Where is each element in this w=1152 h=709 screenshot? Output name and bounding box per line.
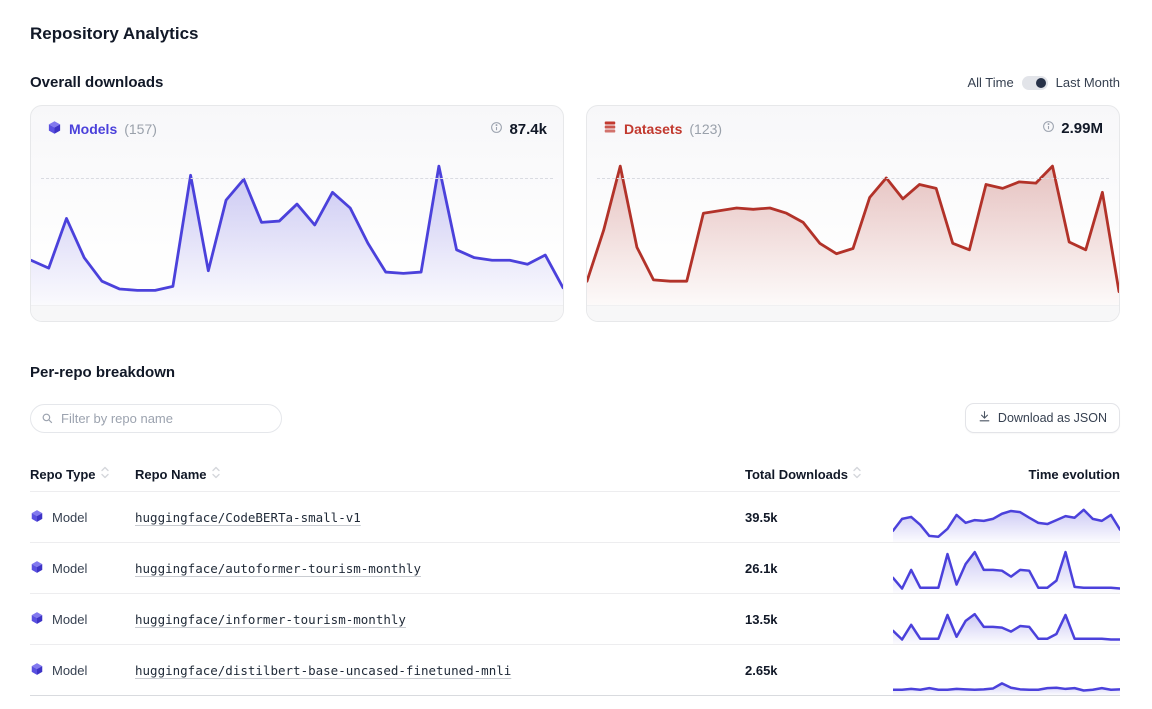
column-header-time-evolution: Time evolution [1029, 467, 1121, 482]
toggle-switch[interactable] [1021, 75, 1048, 90]
repo-name-cell: huggingface/autoformer-tourism-monthly [135, 561, 745, 576]
repo-downloads-value: 39.5k [745, 509, 778, 525]
overall-cards: Models (157) 87.4k Datasets [30, 105, 1120, 322]
models-card-header: Models (157) 87.4k [31, 106, 563, 144]
datasets-card-footer [587, 305, 1119, 321]
repo-type-label: Model [52, 509, 88, 525]
models-card: Models (157) 87.4k [30, 105, 564, 322]
toggle-label-all-time[interactable]: All Time [967, 75, 1014, 90]
repo-sparkline-chart [893, 549, 1120, 593]
models-trend-chart [31, 154, 563, 306]
per-repo-breakdown-heading: Per-repo breakdown [30, 364, 176, 381]
datasets-trend-chart [587, 154, 1119, 306]
repo-sparkline-cell [893, 594, 1120, 644]
repo-name-link[interactable]: huggingface/informer-tourism-monthly [135, 611, 406, 627]
column-header-repo-name[interactable]: Repo Name [135, 466, 745, 482]
repo-downloads-value: 2.65k [745, 662, 778, 678]
repo-downloads-value: 26.1k [745, 560, 778, 576]
models-chart-area [31, 154, 563, 306]
cube-icon [30, 560, 44, 577]
repo-name-cell: huggingface/informer-tourism-monthly [135, 612, 745, 627]
models-chart-gridline [41, 178, 553, 180]
overall-downloads-header: Overall downloads All Time Last Month [30, 74, 1120, 91]
column-header-repo-type[interactable]: Repo Type [30, 466, 135, 482]
repo-name-link[interactable]: huggingface/distilbert-base-uncased-fine… [135, 662, 512, 678]
total-downloads-header-label: Total Downloads [745, 466, 849, 482]
database-stack-icon [603, 120, 617, 137]
repo-type-cell: Model [30, 611, 135, 628]
breakdown-header: Per-repo breakdown [30, 364, 1120, 381]
repo-name-header-label: Repo Name [135, 466, 207, 482]
repo-name-cell: huggingface/distilbert-base-uncased-fine… [135, 663, 745, 678]
sort-icon [100, 466, 109, 482]
download-json-button[interactable]: Download as JSON [964, 403, 1120, 433]
overall-downloads-heading: Overall downloads [30, 74, 164, 91]
repo-name-link[interactable]: huggingface/autoformer-tourism-monthly [135, 560, 421, 576]
table-row: Model huggingface/autoformer-tourism-mon… [30, 542, 1120, 593]
repo-sparkline-cell [893, 543, 1120, 593]
repo-sparkline-chart [893, 651, 1120, 695]
time-evolution-header-label: Time evolution [1028, 466, 1121, 482]
models-card-total: 87.4k [490, 121, 547, 138]
toggle-knob [1035, 77, 1046, 88]
column-header-total-downloads[interactable]: Total Downloads [745, 466, 893, 482]
sort-icon [211, 466, 220, 482]
models-total-value: 87.4k [509, 120, 547, 138]
datasets-card-label: Datasets [624, 120, 683, 137]
repo-sparkline-cell [893, 645, 1120, 695]
repo-name-cell: huggingface/CodeBERTa-small-v1 [135, 510, 745, 525]
table-row: Model huggingface/informer-tourism-month… [30, 593, 1120, 644]
repo-type-label: Model [52, 560, 88, 576]
repo-name-link[interactable]: huggingface/CodeBERTa-small-v1 [135, 509, 361, 525]
repo-table-body: Model huggingface/CodeBERTa-small-v1 39.… [30, 491, 1120, 696]
repo-type-label: Model [52, 662, 88, 678]
cube-icon [30, 662, 44, 679]
datasets-total-value: 2.99M [1061, 120, 1103, 137]
cube-icon [30, 611, 44, 628]
models-card-label: Models [69, 121, 118, 137]
repo-sparkline-chart [893, 498, 1120, 542]
repo-type-cell: Model [30, 560, 135, 577]
datasets-card: Datasets (123) 2.99M [586, 105, 1120, 322]
repo-type-label: Model [52, 611, 88, 627]
datasets-card-total: 2.99M [1042, 120, 1103, 137]
datasets-card-header: Datasets (123) 2.99M [587, 106, 1119, 143]
info-icon [1042, 120, 1055, 137]
toggle-label-last-month[interactable]: Last Month [1055, 75, 1120, 90]
repo-type-header-label: Repo Type [30, 466, 96, 482]
info-icon [490, 121, 503, 138]
repo-downloads-value: 13.5k [745, 611, 778, 627]
sort-icon [853, 466, 861, 482]
download-icon [978, 410, 991, 426]
download-json-label: Download as JSON [997, 411, 1107, 425]
cube-icon [30, 509, 44, 526]
repo-filter [30, 403, 282, 433]
repo-type-cell: Model [30, 509, 135, 526]
models-card-footer [31, 305, 563, 321]
table-header-row: Repo Type Repo Name Total Downloads Time… [30, 457, 1120, 491]
datasets-chart-area [587, 154, 1119, 306]
table-row: Model huggingface/distilbert-base-uncase… [30, 644, 1120, 695]
repo-filter-input[interactable] [30, 403, 282, 433]
time-range-toggle[interactable]: All Time Last Month [967, 75, 1120, 90]
datasets-card-count: (123) [689, 120, 723, 137]
repo-sparkline-cell [893, 492, 1120, 542]
datasets-chart-gridline [597, 178, 1109, 180]
search-icon [41, 412, 54, 430]
repo-sparkline-chart [893, 600, 1120, 644]
page-title: Repository Analytics [30, 24, 199, 43]
cube-icon [47, 120, 62, 138]
models-card-count: (157) [124, 121, 157, 137]
breakdown-controls: Download as JSON [30, 403, 1120, 433]
table-row: Model huggingface/CodeBERTa-small-v1 39.… [30, 491, 1120, 542]
repo-type-cell: Model [30, 662, 135, 679]
